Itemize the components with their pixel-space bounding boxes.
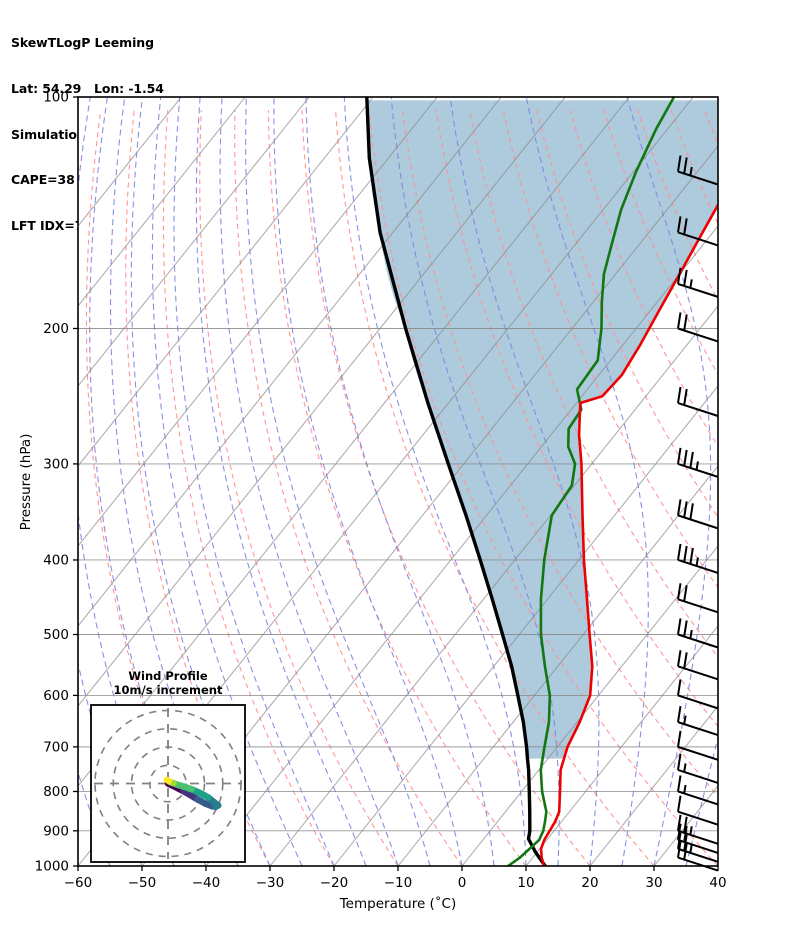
svg-text:700: 700 [43,739,69,755]
svg-text:900: 900 [43,823,69,839]
wind-profile-inset [90,704,246,863]
x-axis-title: Temperature (˚C) [339,895,457,912]
svg-text:500: 500 [43,627,69,643]
svg-text:800: 800 [43,784,69,800]
plot-frame [77,96,719,867]
inset-title: Wind Profile [128,669,208,683]
svg-text:−40: −40 [192,875,221,891]
svg-text:−10: −10 [384,875,413,891]
svg-text:−30: −30 [256,875,285,891]
wind-barbs [677,155,719,872]
svg-text:1000: 1000 [35,859,69,875]
header-title: SkewTLogP Leeming [11,35,154,51]
inset-subtitle: 10m/s increment [114,683,223,697]
cape-shading [366,100,718,759]
svg-text:300: 300 [43,456,69,472]
svg-text:40: 40 [709,875,726,891]
svg-text:20: 20 [581,875,598,891]
header-latlon: Lat: 54.29 Lon: -1.54 [11,81,164,97]
svg-text:200: 200 [43,321,69,337]
y-axis-title: Pressure (hPa) [18,434,34,531]
svg-text:600: 600 [43,688,69,704]
svg-text:400: 400 [43,552,69,568]
svg-text:30: 30 [645,875,662,891]
svg-text:−60: −60 [64,875,93,891]
isotherm-lines [78,97,718,866]
svg-text:0: 0 [458,875,467,891]
svg-text:100: 100 [43,90,69,106]
svg-text:10: 10 [517,875,534,891]
svg-text:−20: −20 [320,875,349,891]
sounding-curves [365,97,718,866]
svg-text:−50: −50 [128,875,157,891]
